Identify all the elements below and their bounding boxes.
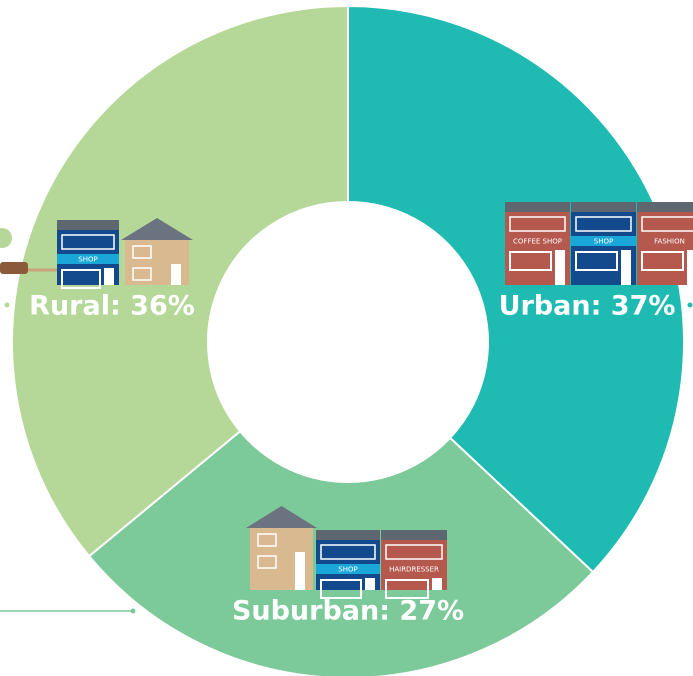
shop-window	[61, 269, 101, 289]
segment-label: Rural: 36%	[29, 291, 195, 322]
sign-text: SHOP	[594, 238, 613, 246]
sign-band	[316, 564, 380, 574]
segment-label: Urban: 37%	[499, 291, 676, 322]
door	[687, 250, 693, 285]
window	[257, 533, 277, 547]
sign-band	[505, 236, 570, 246]
roof	[246, 506, 317, 528]
door	[171, 264, 181, 285]
window	[385, 544, 443, 560]
roof	[637, 202, 693, 212]
window	[320, 544, 376, 560]
window	[257, 555, 277, 569]
sign-text: SHOP	[78, 256, 97, 264]
door	[555, 250, 565, 285]
door	[432, 578, 442, 590]
sign-band	[637, 236, 693, 246]
window	[641, 216, 693, 232]
segment-label: Suburban: 27%	[232, 596, 464, 627]
roof	[57, 220, 119, 230]
window	[575, 216, 632, 232]
roof	[571, 202, 636, 212]
shop-window	[575, 251, 618, 271]
sign-text: COFFEE SHOP	[513, 238, 562, 246]
sign-band	[381, 564, 447, 574]
sign-text: SHOP	[338, 566, 357, 574]
labels: Urban: 37% Suburban: 27% Rural: 36%	[29, 291, 675, 627]
window	[132, 267, 152, 281]
leader-dot	[4, 302, 10, 308]
door	[104, 268, 114, 285]
door	[621, 250, 631, 285]
leader-dot	[687, 302, 693, 308]
roof	[316, 530, 380, 540]
door	[365, 578, 375, 590]
segment	[347, 4, 685, 574]
tree	[0, 228, 12, 248]
shop-window	[385, 579, 429, 599]
roof	[121, 218, 193, 240]
roof	[381, 530, 447, 540]
sign-band	[57, 254, 119, 264]
shop-window	[509, 251, 552, 271]
shop-window	[641, 251, 684, 271]
window	[132, 245, 152, 259]
building	[637, 212, 693, 285]
sign-text: FASHION	[654, 238, 685, 246]
roof	[505, 202, 570, 212]
window	[509, 216, 566, 232]
door	[295, 552, 305, 590]
shop-window	[320, 579, 362, 599]
leader-dot	[130, 608, 136, 614]
sign-band	[571, 236, 636, 246]
sign-text: HAIRDRESSER	[389, 566, 439, 574]
buildings: COFFEE SHOP SHOP FASHION SHOP HAIRDRESSER SHO…	[57, 202, 693, 599]
cow	[0, 262, 28, 274]
decorations	[0, 228, 693, 614]
window	[61, 234, 115, 250]
